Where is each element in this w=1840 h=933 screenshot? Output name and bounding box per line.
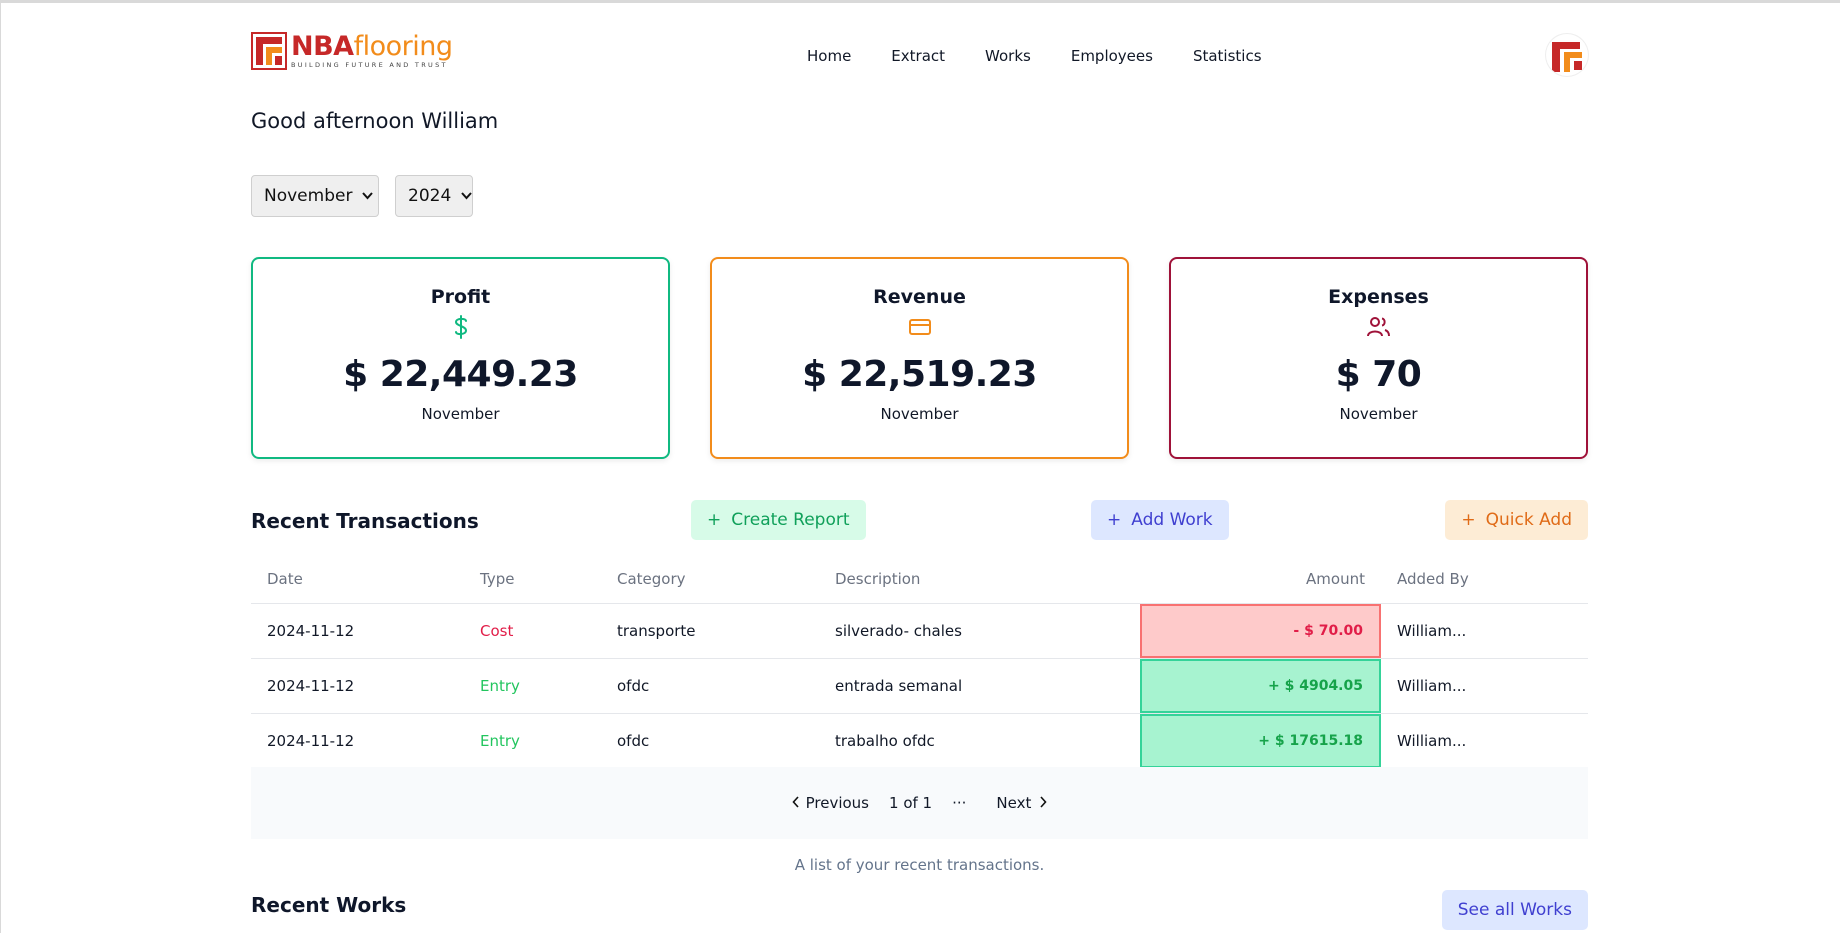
recent-works-title: Recent Works [251,893,407,917]
cell-amount: + $ 4904.05 [1140,659,1381,713]
cell-date: 2024-11-12 [267,732,355,750]
main-nav: Home Extract Works Employees Statistics [807,47,1302,65]
column-header-type: Type [480,570,515,588]
cell-added-by: William... [1397,677,1467,695]
nav-works[interactable]: Works [985,47,1031,65]
page-container: NBAflooring BUILDING FUTURE AND TRUST Ho… [251,3,1588,930]
logo-name-part1: NBA [291,31,354,63]
plus-icon: + [707,510,722,530]
table-row[interactable]: 2024-11-12 Entry ofdc entrada semanal + … [251,659,1588,714]
greeting-heading: Good afternoon William [251,109,499,133]
cell-category: transporte [617,622,696,640]
create-report-button[interactable]: + Create Report [691,500,866,540]
card-value: $ 22,519.23 [802,354,1037,395]
card-period: November [421,405,500,423]
column-header-category: Category [617,570,686,588]
card-period: November [880,405,959,423]
create-report-label: Create Report [731,510,850,530]
previous-page-button[interactable]: Previous [792,794,869,812]
column-header-amount: Amount [1306,570,1365,588]
expenses-card: Expenses $ 70 November [1169,257,1588,459]
column-header-date: Date [267,570,303,588]
logo-mark-icon [251,32,287,70]
card-title: Expenses [1328,286,1429,308]
cell-description: silverado- chales [835,622,962,640]
cell-date: 2024-11-12 [267,677,355,695]
nav-statistics[interactable]: Statistics [1192,47,1262,65]
card-title: Revenue [873,286,966,308]
pagination: Previous 1 of 1 ··· Next [251,767,1588,839]
cell-type: Cost [480,622,514,640]
dollar-icon [253,314,668,340]
logo-tagline: BUILDING FUTURE AND TRUST [291,61,448,70]
see-all-works-button[interactable]: See all Works [1441,890,1588,930]
cell-amount: + $ 17615.18 [1140,714,1381,768]
chevron-down-icon [461,190,473,203]
logo-text: NBAflooring BUILDING FUTURE AND TRUST [291,31,453,70]
table-caption: A list of your recent transactions. [794,856,1045,874]
cell-date: 2024-11-12 [267,622,355,640]
brand-logo[interactable]: NBAflooring BUILDING FUTURE AND TRUST [251,31,453,71]
cell-description: entrada semanal [835,677,963,695]
credit-card-icon [712,314,1127,340]
previous-label: Previous [805,794,870,812]
month-select[interactable]: November [251,175,379,217]
nav-employees[interactable]: Employees [1070,47,1153,65]
year-select[interactable]: 2024 [395,175,473,217]
period-filters: November 2024 [251,175,473,217]
nav-extract[interactable]: Extract [891,47,946,65]
card-value: $ 70 [1335,354,1422,395]
table-header: Date Type Category Description Amount Ad… [251,555,1588,604]
quick-add-button[interactable]: + Quick Add [1445,500,1588,540]
transactions-toolbar: Recent Transactions + Create Report + Ad… [251,500,1588,542]
add-work-button[interactable]: + Add Work [1091,500,1229,540]
plus-icon: + [1107,510,1122,530]
cell-category: ofdc [617,677,650,695]
cell-added-by: William... [1397,622,1467,640]
cell-added-by: William... [1397,732,1467,750]
card-period: November [1339,405,1418,423]
year-select-value: 2024 [408,186,452,206]
nav-home[interactable]: Home [807,47,852,65]
avatar-logo-icon [1547,35,1587,75]
add-work-label: Add Work [1131,510,1213,530]
transactions-title: Recent Transactions [251,509,479,533]
card-title: Profit [430,286,491,308]
revenue-card: Revenue $ 22,519.23 November [710,257,1129,459]
plus-icon: + [1461,510,1476,530]
column-header-description: Description [835,570,921,588]
logo-name: NBAflooring [291,31,453,63]
transactions-table: Date Type Category Description Amount Ad… [251,555,1588,769]
users-icon [1171,314,1586,340]
chevron-down-icon [362,190,374,203]
cell-description: trabalho ofdc [835,732,935,750]
table-row[interactable]: 2024-11-12 Cost transporte silverado- ch… [251,604,1588,659]
cell-type: Entry [480,677,520,695]
ellipsis-icon: ··· [952,794,967,812]
month-select-value: November [264,186,353,206]
page-indicator: 1 of 1 [889,794,933,812]
quick-add-label: Quick Add [1485,510,1572,530]
cell-type: Entry [480,732,520,750]
logo-name-part2: flooring [353,31,453,63]
cell-amount: - $ 70.00 [1140,604,1381,658]
summary-cards: Profit $ 22,449.23 November Revenue $ 22… [251,257,1588,459]
next-label: Next [996,794,1032,812]
column-header-added-by: Added By [1397,570,1469,588]
profit-card: Profit $ 22,449.23 November [251,257,670,459]
top-header: NBAflooring BUILDING FUTURE AND TRUST Ho… [251,3,1588,103]
cell-category: ofdc [617,732,650,750]
user-avatar[interactable] [1546,34,1588,76]
next-page-button[interactable]: Next [996,794,1047,812]
table-row[interactable]: 2024-11-12 Entry ofdc trabalho ofdc + $ … [251,714,1588,769]
card-value: $ 22,449.23 [343,354,578,395]
chevron-right-icon [1040,796,1047,808]
chevron-left-icon [792,796,799,808]
